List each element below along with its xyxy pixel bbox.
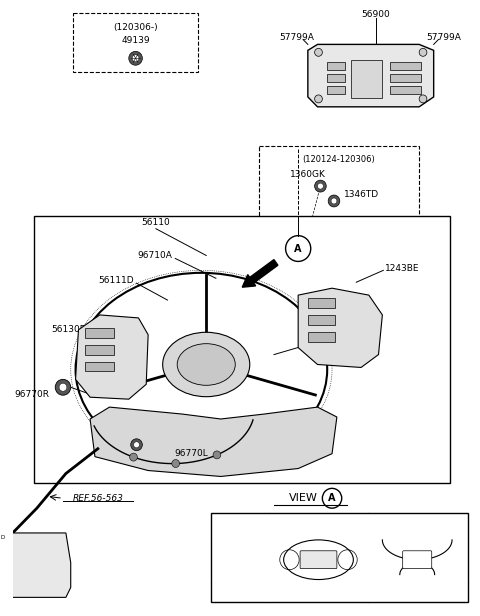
Bar <box>351 60 383 98</box>
Ellipse shape <box>177 344 235 385</box>
Bar <box>327 74 345 82</box>
Text: 56151-2M500: 56151-2M500 <box>387 590 447 599</box>
Circle shape <box>59 383 67 391</box>
Text: 56111D: 56111D <box>98 276 133 285</box>
Circle shape <box>331 198 337 204</box>
Text: P/NO: P/NO <box>228 590 252 599</box>
Circle shape <box>419 95 427 103</box>
Text: 49139: 49139 <box>121 36 150 45</box>
Circle shape <box>314 180 326 192</box>
Text: 1243BE: 1243BE <box>385 264 420 273</box>
Polygon shape <box>90 407 337 476</box>
FancyBboxPatch shape <box>300 551 337 569</box>
Bar <box>260 147 419 221</box>
Circle shape <box>129 51 143 65</box>
Circle shape <box>314 49 323 56</box>
Text: ILLUST: ILLUST <box>224 555 256 565</box>
Bar <box>34 216 450 484</box>
Text: 57799A: 57799A <box>426 33 461 42</box>
Circle shape <box>314 95 323 103</box>
Circle shape <box>172 460 180 468</box>
Polygon shape <box>298 288 383 368</box>
Text: 96770L: 96770L <box>175 449 209 458</box>
Text: 56110: 56110 <box>142 218 170 227</box>
Text: 96710A: 96710A <box>137 251 172 260</box>
Circle shape <box>213 451 221 459</box>
Bar <box>85 328 114 338</box>
Text: REF.56-563: REF.56-563 <box>72 494 123 503</box>
Bar <box>327 62 345 70</box>
Text: 57799A: 57799A <box>279 33 313 42</box>
Circle shape <box>328 195 340 207</box>
Bar <box>85 345 114 355</box>
Text: A: A <box>294 243 302 254</box>
Bar <box>72 13 199 72</box>
Bar <box>211 513 468 602</box>
Text: 56900: 56900 <box>361 10 390 19</box>
Text: 56991C: 56991C <box>303 340 338 349</box>
Bar <box>85 362 114 371</box>
Bar <box>327 86 345 94</box>
Text: (120306-): (120306-) <box>113 23 158 32</box>
Text: D: D <box>1 535 5 540</box>
Circle shape <box>132 55 139 62</box>
Polygon shape <box>75 315 148 399</box>
Circle shape <box>419 49 427 56</box>
Text: 96720-2M000: 96720-2M000 <box>288 590 348 599</box>
Text: (120124-120306): (120124-120306) <box>302 155 375 164</box>
FancyBboxPatch shape <box>403 551 432 569</box>
Circle shape <box>55 379 71 395</box>
Text: PNC: PNC <box>230 520 250 530</box>
Polygon shape <box>308 44 433 107</box>
Polygon shape <box>3 533 71 598</box>
Text: VIEW: VIEW <box>288 493 317 503</box>
Circle shape <box>133 442 140 448</box>
Bar <box>390 86 421 94</box>
Circle shape <box>318 183 324 189</box>
Text: 56130F: 56130F <box>51 325 85 334</box>
Bar <box>390 74 421 82</box>
Bar <box>390 62 421 70</box>
Text: 96770R: 96770R <box>14 390 49 399</box>
Ellipse shape <box>163 332 250 397</box>
Text: A: A <box>328 493 336 503</box>
Bar <box>308 315 335 325</box>
Circle shape <box>130 453 137 461</box>
Circle shape <box>131 439 143 451</box>
Bar <box>308 332 335 342</box>
Text: 1346TD: 1346TD <box>344 190 379 198</box>
Text: 96710A: 96710A <box>300 520 337 530</box>
Text: 56151: 56151 <box>402 520 432 530</box>
Bar <box>308 298 335 308</box>
FancyArrow shape <box>242 259 278 287</box>
Text: 1360GK: 1360GK <box>290 170 326 179</box>
